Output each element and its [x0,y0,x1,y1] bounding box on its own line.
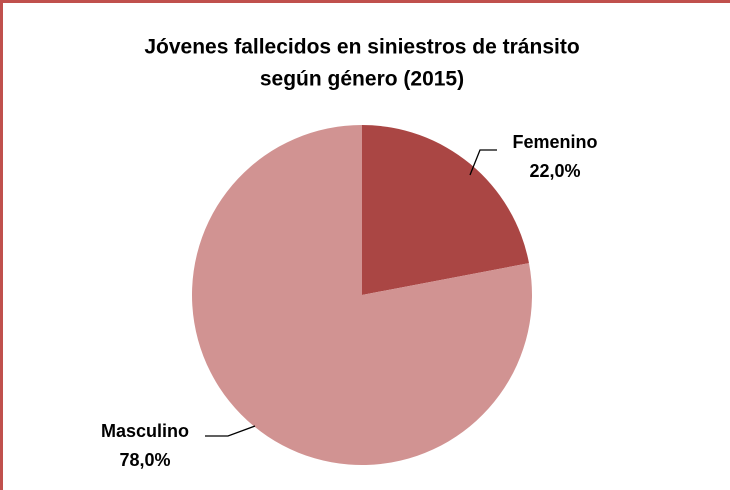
chart-title: según género (2015) [260,68,464,91]
pie-slice [191,125,532,466]
leader-line [205,425,256,437]
chart-title: Jóvenes fallecidos en siniestros de trán… [144,36,579,59]
leader-line [469,149,497,176]
value-label: 78,0% [119,450,170,470]
value-label: 22,0% [529,161,580,181]
slice-label: Femenino [512,132,597,152]
slice-label: Masculino [101,421,189,441]
pie-slice [362,125,529,295]
